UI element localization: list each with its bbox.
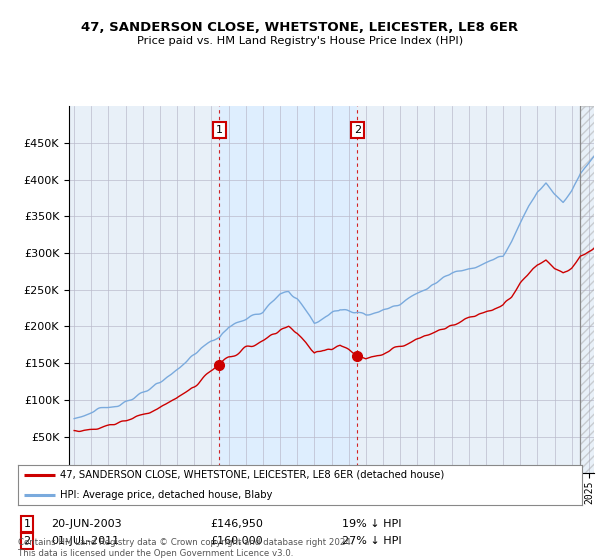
Text: 47, SANDERSON CLOSE, WHETSTONE, LEICESTER, LE8 6ER (detached house): 47, SANDERSON CLOSE, WHETSTONE, LEICESTE… [60,470,445,480]
Text: 20-JUN-2003: 20-JUN-2003 [51,519,122,529]
Text: £146,950: £146,950 [210,519,263,529]
Text: 47, SANDERSON CLOSE, WHETSTONE, LEICESTER, LE8 6ER: 47, SANDERSON CLOSE, WHETSTONE, LEICESTE… [82,21,518,34]
Text: HPI: Average price, detached house, Blaby: HPI: Average price, detached house, Blab… [60,490,272,500]
Text: 2: 2 [23,536,31,546]
Text: Contains HM Land Registry data © Crown copyright and database right 2024.
This d: Contains HM Land Registry data © Crown c… [18,538,353,558]
Text: £160,000: £160,000 [210,536,263,546]
Text: 27% ↓ HPI: 27% ↓ HPI [342,536,401,546]
Text: 01-JUL-2011: 01-JUL-2011 [51,536,119,546]
Text: 1: 1 [216,125,223,136]
Text: 1: 1 [23,519,31,529]
Text: 2: 2 [353,125,361,136]
Bar [580,106,598,473]
Text: 19% ↓ HPI: 19% ↓ HPI [342,519,401,529]
Text: Price paid vs. HM Land Registry's House Price Index (HPI): Price paid vs. HM Land Registry's House … [137,36,463,46]
Bar [220,106,357,473]
